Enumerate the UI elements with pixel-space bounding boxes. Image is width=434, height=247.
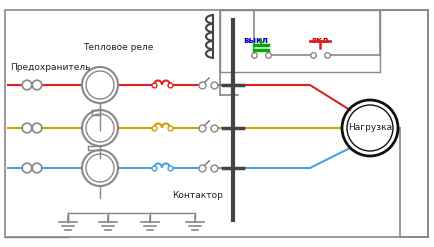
Text: Тепловое реле: Тепловое реле <box>83 43 153 53</box>
Text: Предохранитель: Предохранитель <box>10 62 91 71</box>
Text: вкл: вкл <box>311 37 329 45</box>
Text: выкл: выкл <box>243 37 269 45</box>
Text: Контактор: Контактор <box>173 190 224 200</box>
Bar <box>220 10 380 72</box>
Text: Нагрузка: Нагрузка <box>348 124 392 132</box>
